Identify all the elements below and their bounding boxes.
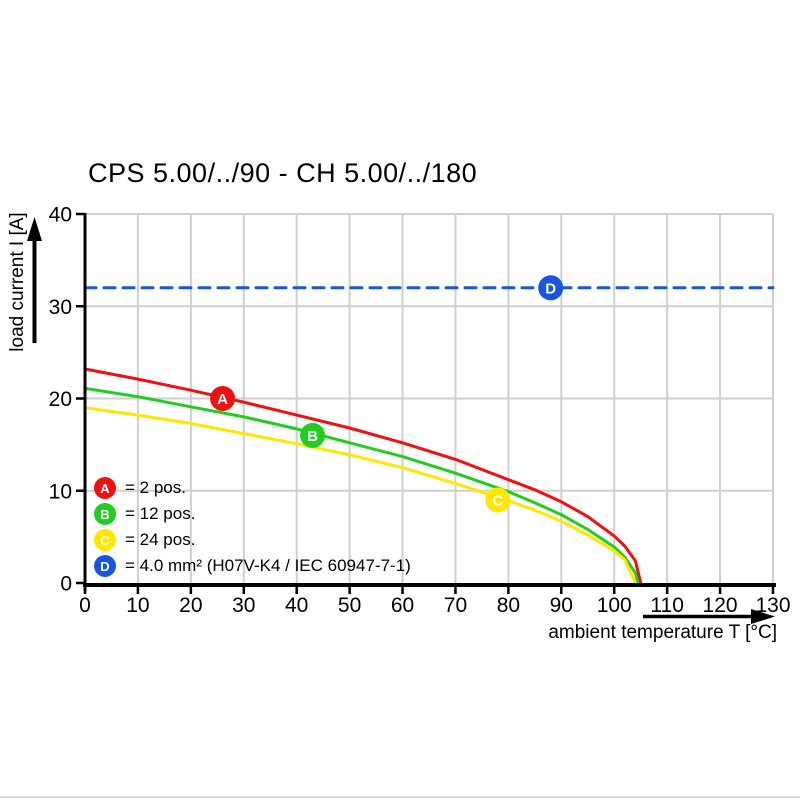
marker-letter: A (217, 391, 228, 408)
legend-dot-A: A (94, 477, 116, 499)
legend-label: = 4.0 mm² (H07V-K4 / IEC 60947-7-1) (125, 556, 411, 575)
legend: A = 2 pos. B = 12 pos. C = 24 pos. D = 4.0 mm² … (94, 477, 411, 581)
curve-markers: A B C D (210, 275, 564, 513)
x-axis-arrow-icon (643, 609, 775, 624)
x-tick-label: 30 (232, 594, 255, 617)
x-tick-label: 50 (338, 594, 361, 617)
tick-marks-and-labels: 0 10 20 30 40 0 10 20 30 40 50 60 70 80 90 100 110 120 130 (49, 204, 791, 618)
y-tick-label: 30 (49, 296, 72, 319)
chart-title: CPS 5.00/../90 - CH 5.00/../180 (88, 158, 478, 188)
marker-letter: C (492, 492, 503, 509)
y-tick-label: 10 (49, 480, 72, 503)
x-tick-label: 130 (755, 594, 790, 617)
legend-dot-B: B (94, 503, 116, 525)
bottom-divider (0, 796, 800, 798)
marker-D: D (538, 275, 564, 301)
x-tick-label: 60 (391, 594, 414, 617)
legend-item-B: B = 12 pos. (94, 503, 411, 525)
x-tick-label: 10 (126, 594, 149, 617)
legend-dot-C: C (94, 529, 116, 551)
legend-item-C: C = 24 pos. (94, 529, 411, 551)
marker-B: B (300, 422, 326, 448)
y-tick-label: 40 (49, 204, 72, 227)
legend-item-A: A = 2 pos. (94, 477, 411, 499)
legend-label: = 24 pos. (125, 530, 196, 549)
marker-A: A (210, 386, 236, 411)
y-axis-label: load current I [A] (7, 212, 28, 352)
grid-lines (85, 213, 774, 583)
marker-letter: D (545, 280, 556, 297)
x-tick-label: 0 (79, 594, 91, 617)
curve-C (83, 406, 637, 585)
x-tick-label: 40 (285, 594, 308, 617)
x-tick-label: 20 (179, 594, 202, 617)
x-tick-label: 110 (650, 594, 683, 617)
x-tick-label: 120 (703, 594, 738, 617)
marker-C: C (485, 487, 511, 513)
x-tick-label: 70 (444, 594, 467, 617)
legend-label: = 2 pos. (125, 478, 186, 497)
x-tick-label: 80 (497, 594, 520, 617)
x-tick-label: 90 (550, 594, 573, 617)
legend-dot-D: D (94, 555, 116, 577)
y-axis-arrow-icon (27, 217, 42, 343)
y-tick-label: 0 (60, 573, 72, 596)
legend-item-D: D = 4.0 mm² (H07V-K4 / IEC 60947-7-1) (94, 555, 411, 577)
curve-B (83, 386, 640, 585)
axes (83, 213, 776, 591)
x-axis-label: ambient temperature T [°C] (548, 622, 777, 643)
x-tick-label: 100 (597, 594, 632, 617)
y-tick-label: 20 (49, 388, 72, 411)
legend-label: = 12 pos. (125, 504, 196, 523)
marker-letter: B (307, 428, 318, 445)
